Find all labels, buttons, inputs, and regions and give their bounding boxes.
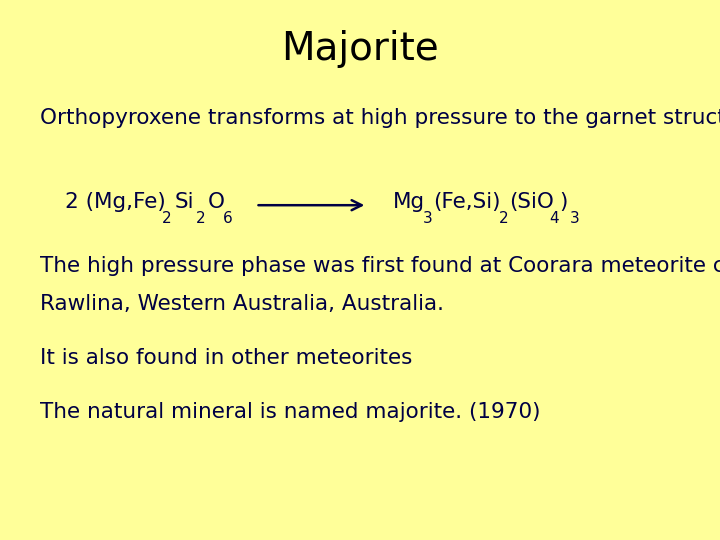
Text: The high pressure phase was first found at Coorara meteorite crater,: The high pressure phase was first found …: [40, 256, 720, 276]
Text: Rawlina, Western Australia, Australia.: Rawlina, Western Australia, Australia.: [40, 294, 444, 314]
Text: 6: 6: [222, 211, 233, 226]
Text: It is also found in other meteorites: It is also found in other meteorites: [40, 348, 412, 368]
Text: The natural mineral is named majorite. (1970): The natural mineral is named majorite. (…: [40, 402, 540, 422]
Text: 2: 2: [162, 211, 171, 226]
Text: ): ): [559, 192, 568, 212]
Text: Orthopyroxene transforms at high pressure to the garnet structure.: Orthopyroxene transforms at high pressur…: [40, 108, 720, 128]
Text: Si: Si: [174, 192, 194, 212]
Text: 3: 3: [423, 211, 433, 226]
Text: (SiO: (SiO: [509, 192, 554, 212]
Text: Majorite: Majorite: [281, 30, 439, 68]
Text: 2: 2: [196, 211, 205, 226]
Text: (Fe,Si): (Fe,Si): [433, 192, 500, 212]
Text: 2: 2: [499, 211, 508, 226]
Text: 3: 3: [570, 211, 580, 226]
Text: 2 (Mg,Fe): 2 (Mg,Fe): [65, 192, 166, 212]
Text: Mg: Mg: [392, 192, 425, 212]
Text: O: O: [207, 192, 225, 212]
Text: 4: 4: [549, 211, 559, 226]
